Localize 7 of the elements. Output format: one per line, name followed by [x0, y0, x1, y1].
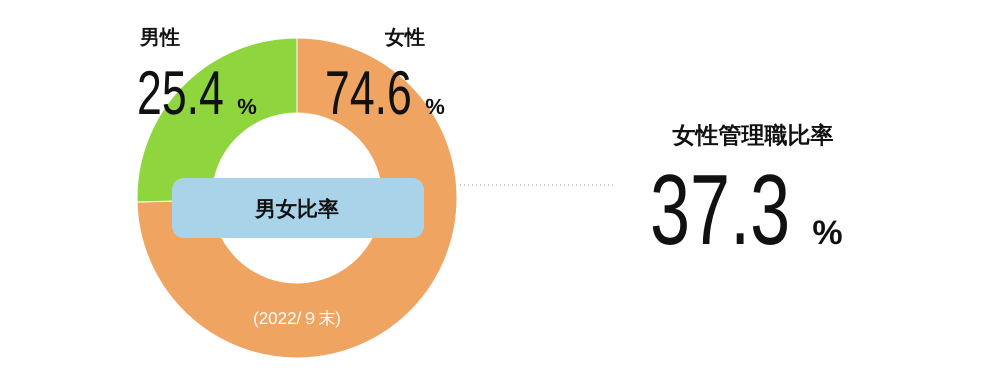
text: 37.3%: [650, 154, 843, 266]
slice-label: 男性: [139, 27, 180, 49]
text: (2022/９末): [253, 309, 341, 328]
data-label: 74.6%: [325, 58, 445, 128]
text: 女性管理職比率: [672, 122, 834, 148]
slice-label: 女性: [384, 27, 425, 49]
text: 男女比率: [254, 197, 339, 221]
